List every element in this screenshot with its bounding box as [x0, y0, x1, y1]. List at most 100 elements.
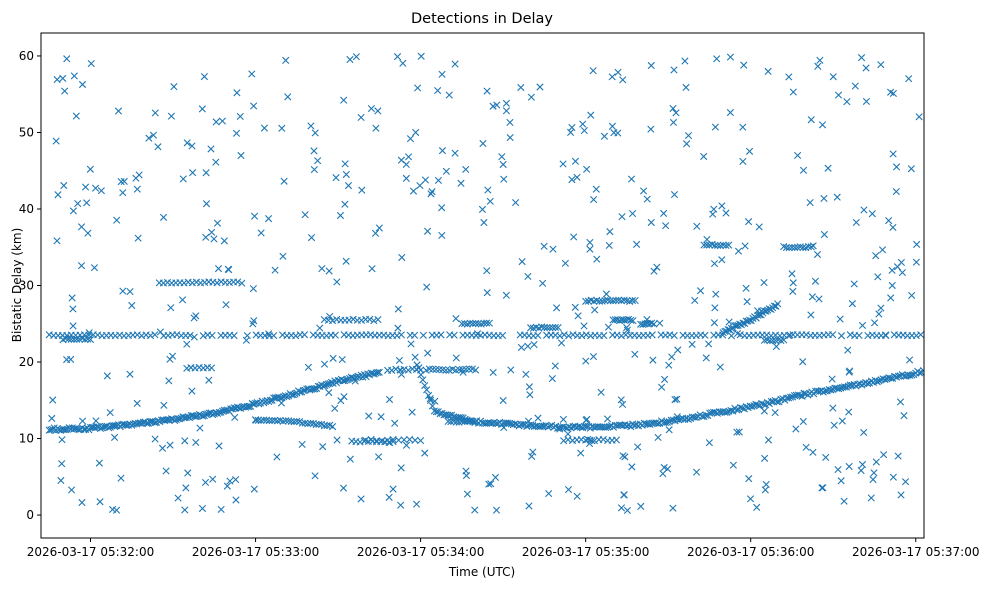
data-point-clutter: [873, 377, 881, 385]
data-point-clutter: [166, 441, 174, 449]
data-point-clutter: [525, 383, 534, 391]
data-point-clutter: [339, 484, 348, 492]
data-point-clutter: [608, 122, 616, 130]
data-point-clutter: [893, 263, 902, 271]
data-point-secondary-segments: [356, 438, 364, 446]
data-point-clutter: [894, 452, 902, 460]
data-point-clutter: [250, 212, 259, 220]
data-point-constant-23-5-km-line: [617, 332, 626, 340]
y-tick-label: 20: [19, 355, 34, 369]
data-point-clutter: [397, 464, 405, 472]
data-point-clutter: [397, 370, 406, 378]
data-point-secondary-segments: [554, 323, 562, 332]
data-point-clutter: [192, 438, 200, 446]
data-point-clutter: [740, 61, 748, 69]
data-point-clutter: [829, 404, 837, 412]
data-point-clutter: [619, 76, 627, 84]
data-point-clutter: [209, 475, 217, 483]
data-point-clutter: [408, 408, 416, 416]
data-point-second-track: [864, 379, 872, 388]
data-point-main-track-first-pass-: [375, 368, 383, 376]
data-point-clutter: [764, 67, 772, 75]
data-point-clutter: [623, 323, 631, 332]
data-point-clutter: [69, 322, 77, 330]
data-point-secondary-segments: [268, 417, 276, 425]
data-point-clutter: [573, 492, 581, 500]
data-point-clutter: [402, 441, 411, 449]
data-point-second-track: [727, 406, 735, 415]
data-point-clutter: [232, 496, 240, 504]
data-point-clutter: [875, 310, 883, 318]
data-point-clutter: [188, 387, 196, 395]
data-point-clutter: [816, 56, 824, 64]
data-point-clutter: [483, 87, 491, 95]
data-point-upper-track: [739, 319, 747, 327]
data-point-clutter: [815, 295, 823, 303]
y-tick-label: 50: [19, 125, 34, 139]
data-point-clutter: [627, 175, 636, 183]
data-point-clutter: [556, 425, 564, 433]
data-point-second-track: [794, 391, 802, 399]
data-point-second-track: [432, 408, 440, 416]
data-point-clutter: [753, 503, 761, 511]
data-point-clutter: [753, 307, 762, 315]
data-point-secondary-segments: [469, 417, 477, 426]
data-point-clutter: [126, 287, 134, 296]
data-point-clutter: [580, 322, 588, 330]
data-point-clutter: [617, 504, 626, 512]
data-point-clutter: [329, 354, 337, 362]
data-point-clutter: [760, 407, 768, 415]
data-point-clutter: [233, 89, 241, 97]
data-point-clutter: [264, 215, 273, 223]
data-point-constant-23-5-km-line: [701, 331, 709, 339]
data-point-clutter: [806, 198, 814, 207]
data-point-clutter: [374, 453, 383, 461]
data-point-clutter: [670, 66, 678, 74]
data-point-second-track: [916, 369, 924, 377]
data-point-secondary-segments: [404, 366, 412, 374]
data-point-clutter: [512, 198, 520, 207]
data-point-clutter: [423, 227, 432, 235]
data-point-secondary-segments: [86, 335, 95, 344]
data-point-clutter: [473, 330, 482, 338]
data-point-clutter: [858, 460, 867, 469]
data-point-secondary-segments: [485, 319, 493, 327]
data-point-clutter: [637, 502, 645, 510]
data-point-clutter: [577, 449, 585, 457]
data-point-secondary-segments: [771, 336, 780, 344]
data-point-upper-track: [746, 316, 754, 324]
data-point-clutter: [592, 185, 600, 193]
data-point-clutter: [557, 339, 566, 347]
data-point-clutter: [332, 174, 340, 182]
data-point-clutter: [700, 152, 708, 161]
data-point-clutter: [540, 242, 548, 250]
data-point-clutter: [892, 187, 900, 196]
data-point-clutter: [407, 340, 415, 348]
data-point-secondary-segments: [780, 336, 788, 344]
data-point-clutter: [549, 245, 557, 253]
data-point-clutter: [242, 336, 250, 344]
data-point-clutter: [705, 439, 713, 447]
data-point-main-track-first-pass-: [289, 391, 298, 399]
data-point-clutter: [159, 213, 168, 221]
data-point-secondary-segments: [629, 317, 637, 325]
data-point-clutter: [528, 452, 536, 460]
data-point-upper-track: [774, 300, 782, 308]
data-point-clutter: [502, 291, 510, 299]
data-point-clutter: [307, 234, 316, 242]
data-point-clutter: [906, 356, 914, 364]
scatter-points: [45, 52, 924, 514]
data-point-clutter: [344, 182, 353, 190]
data-point-clutter: [830, 421, 838, 429]
data-point-clutter: [669, 118, 678, 127]
data-point-clutter: [603, 415, 612, 423]
data-point-clutter: [421, 449, 429, 457]
data-point-clutter: [232, 129, 241, 137]
data-point-secondary-segments: [293, 417, 301, 425]
data-point-secondary-segments: [370, 317, 378, 325]
data-point-secondary-segments: [450, 417, 458, 425]
data-point-clutter: [126, 370, 134, 378]
data-point-clutter: [74, 199, 82, 208]
data-point-secondary-segments: [306, 419, 315, 427]
data-point-second-track: [773, 398, 781, 406]
